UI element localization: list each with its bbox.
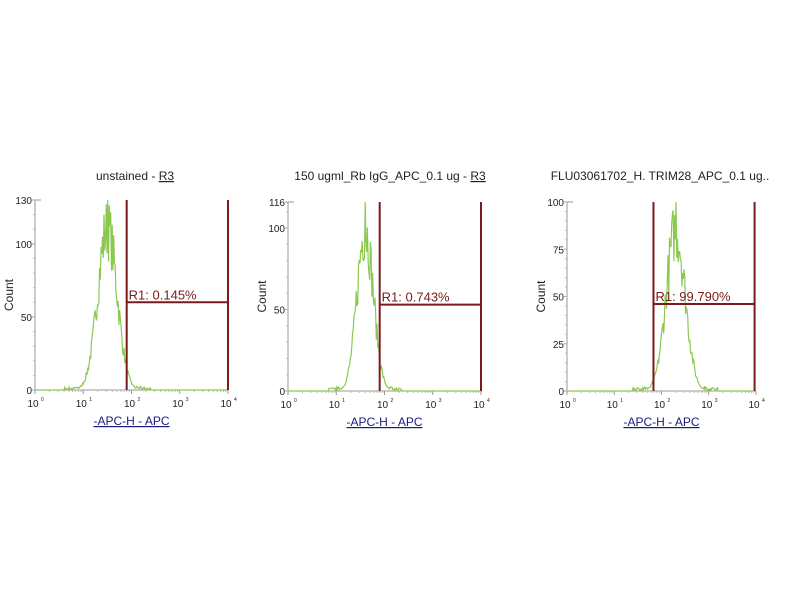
x-tick-exponent: 1 [620, 398, 623, 404]
y-axis-label: Count [534, 280, 548, 313]
title-region-link[interactable]: R3 [159, 169, 175, 183]
x-tick-exponent: 4 [762, 398, 765, 404]
x-tick-label: 10 [473, 400, 485, 411]
x-tick-exponent: 2 [668, 398, 671, 404]
y-tick-label: 116 [269, 198, 285, 209]
x-tick-label: 10 [27, 399, 39, 410]
x-axis-label[interactable]: -APC-H - APC [346, 415, 422, 429]
y-tick-label: 25 [553, 340, 565, 351]
x-tick-label: 10 [701, 400, 713, 411]
x-tick-label: 10 [654, 400, 666, 411]
x-tick-exponent: 1 [342, 398, 345, 404]
x-tick-label: 10 [329, 400, 341, 411]
y-tick-label: 50 [553, 293, 565, 304]
y-tick-label: 100 [268, 224, 285, 235]
x-tick-label: 10 [280, 400, 292, 411]
x-tick-exponent: 4 [487, 398, 490, 404]
x-tick-exponent: 3 [715, 398, 718, 404]
x-tick-exponent: 2 [391, 398, 394, 404]
panel-title: unstained - R3 [96, 169, 174, 183]
gate-label: R1: 0.145% [129, 287, 197, 302]
gate-label: R1: 99.790% [655, 289, 731, 304]
y-tick-label: 75 [553, 245, 565, 256]
y-tick-label: 100 [15, 240, 32, 251]
y-tick-label: 50 [274, 306, 286, 317]
y-tick-label: 0 [26, 386, 32, 397]
x-tick-label: 10 [172, 399, 184, 410]
panel-title: FLU03061702_H. TRIM28_APC_0.1 ug.. [551, 169, 770, 183]
title-separator: - [460, 169, 471, 183]
x-tick-exponent: 2 [138, 397, 141, 403]
title-text: unstained [96, 169, 148, 183]
x-tick-exponent: 3 [186, 397, 189, 403]
y-tick-label: 130 [15, 196, 32, 207]
histogram-line [567, 201, 756, 392]
x-tick-label: 10 [76, 399, 88, 410]
x-tick-exponent: 4 [234, 397, 237, 403]
x-tick-exponent: 0 [573, 398, 576, 404]
x-tick-label: 10 [220, 399, 232, 410]
x-tick-label: 10 [748, 400, 760, 411]
title-separator: - [148, 169, 159, 183]
title-text: FLU03061702_H. TRIM28_APC_0.1 ug.. [551, 169, 770, 183]
x-tick-exponent: 0 [294, 398, 297, 404]
x-axis-label[interactable]: -APC-H - APC [623, 415, 699, 429]
y-tick-label: 100 [547, 198, 564, 209]
y-axis-label: Count [2, 278, 16, 311]
y-axis-label: Count [255, 280, 269, 313]
histogram-panel-2: 150 ugml_Rb IgG_APC_0.1 ug - R3050100116… [255, 169, 490, 429]
x-tick-label: 10 [607, 400, 619, 411]
x-tick-label: 10 [559, 400, 571, 411]
x-axis-label[interactable]: -APC-H - APC [93, 414, 169, 428]
x-tick-exponent: 1 [89, 397, 92, 403]
y-tick-label: 0 [279, 387, 285, 398]
y-tick-label: 50 [21, 313, 33, 324]
title-region-link[interactable]: R3 [470, 169, 486, 183]
title-text: 150 ugml_Rb IgG_APC_0.1 ug [294, 169, 459, 183]
histogram-line [35, 199, 228, 392]
histogram-panel-3: FLU03061702_H. TRIM28_APC_0.1 ug.. 0 25 50 7… [534, 169, 769, 429]
panel-title: 150 ugml_Rb IgG_APC_0.1 ug - R3 [294, 169, 486, 183]
histogram-line [288, 201, 481, 393]
x-tick-label: 10 [425, 400, 437, 411]
gate-label: R1: 0.743% [382, 290, 450, 305]
x-tick-exponent: 3 [439, 398, 442, 404]
x-tick-label: 10 [124, 399, 136, 410]
x-tick-label: 10 [377, 400, 389, 411]
y-tick-label: 0 [558, 387, 564, 398]
x-tick-exponent: 0 [41, 397, 44, 403]
